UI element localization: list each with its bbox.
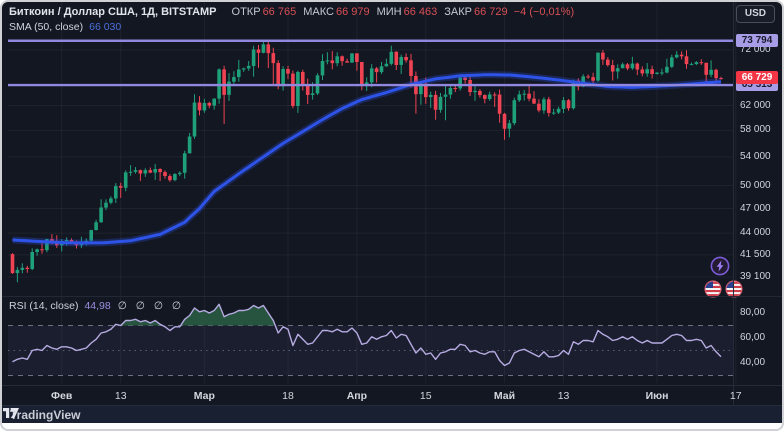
rsi-pane[interactable] — [8, 303, 733, 376]
time-tick-day: 18 — [282, 390, 294, 402]
pane-separator[interactable] — [2, 296, 782, 297]
high-value: 66 979 — [335, 6, 370, 18]
rsi-tick-label: 40,00 — [740, 357, 766, 368]
candle-wicks-up — [16, 41, 712, 283]
level-price-label[interactable]: 73 794 — [736, 33, 778, 47]
tradingview-name: TradingView — [10, 407, 81, 422]
trading-chart[interactable]: Биткоин / Доллар США, 1Д, BITSTAMP ОТКР 66… — [2, 2, 782, 423]
high-label: МАКС — [303, 6, 334, 18]
grid-lines — [8, 2, 737, 383]
rsi-line[interactable] — [12, 303, 722, 367]
time-tick-day: 15 — [419, 390, 432, 402]
rsi-tick-label: 80,00 — [740, 307, 766, 318]
event-markers[interactable] — [704, 256, 743, 298]
time-tick-day: 13 — [114, 390, 127, 402]
tradingview-logo-icon — [3, 408, 19, 418]
tradingview-attribution[interactable]: TradingView — [2, 405, 782, 423]
chart-canvas[interactable] — [2, 2, 782, 423]
us-flag-event-icon[interactable] — [705, 281, 721, 297]
price-tick-label: 44 000 — [740, 227, 771, 239]
price-tick-label: 41 500 — [740, 248, 771, 260]
time-tick-month: Мар — [193, 390, 215, 402]
candles — [10, 40, 723, 283]
open-value: 66 765 — [262, 6, 297, 18]
sma-line-glow — [12, 71, 722, 247]
time-tick-month: Апр — [346, 390, 368, 402]
rsi-legend[interactable]: RSI (14, close) 44,98 ∅ ∅ ∅ ∅ — [9, 300, 184, 312]
price-tick-label: 72 000 — [740, 43, 771, 55]
time-tick-month: Июн — [645, 390, 669, 402]
open-label: ОТКР — [231, 6, 261, 18]
time-tick-month: Фев — [51, 390, 73, 402]
us-flag-event-icon[interactable] — [726, 281, 742, 297]
time-axis[interactable]: Фев 13 Мар 18 Апр 15 Май 13 Июн 17 — [2, 385, 782, 406]
price-tick-label: 39 100 — [740, 271, 771, 283]
sma-legend[interactable]: SMA (50, close) 66 030 — [9, 21, 121, 33]
close-label: ЗАКР — [444, 6, 473, 18]
price-tick-label: 50 000 — [740, 179, 771, 191]
rsi-empty-values: ∅ ∅ ∅ ∅ — [117, 300, 185, 312]
candle-wicks-down — [12, 40, 722, 274]
price-tick-label: 47 000 — [740, 202, 771, 214]
sma-value: 66 030 — [89, 21, 122, 33]
rsi-band — [8, 325, 733, 376]
price-tick-label: 58 000 — [740, 124, 771, 136]
sma-label: SMA (50, close) — [9, 21, 84, 33]
rsi-label: RSI (14, close) — [9, 300, 79, 312]
time-tick-month: Май — [493, 390, 516, 402]
price-axis[interactable]: 72 000 62 000 58 000 54 000 50 000 47 000 44 0… — [733, 2, 782, 405]
symbol-title[interactable]: Биткоин / Доллар США, 1Д, BITSTAMP — [9, 6, 217, 18]
lightning-event-icon[interactable] — [710, 256, 730, 276]
change-value: −4 (−0,01%) — [513, 6, 575, 18]
low-label: МИН — [376, 6, 402, 18]
symbol-legend[interactable]: Биткоин / Доллар США, 1Д, BITSTAMP ОТКР 66… — [9, 6, 574, 18]
currency-toggle-button[interactable]: USD — [735, 5, 775, 23]
rsi-tick-label: 60,00 — [740, 332, 766, 343]
time-tick-day: 13 — [557, 390, 570, 402]
price-tick-label: 62 000 — [740, 99, 771, 111]
price-tick-label: 54 000 — [740, 150, 771, 162]
rsi-value: 44,98 — [84, 300, 111, 312]
time-tick-day: 17 — [729, 390, 742, 402]
price-pane[interactable] — [10, 40, 723, 283]
low-value: 66 463 — [403, 6, 438, 18]
close-value: 66 729 — [474, 6, 508, 18]
last-price-label[interactable]: 66 729 — [736, 71, 778, 85]
